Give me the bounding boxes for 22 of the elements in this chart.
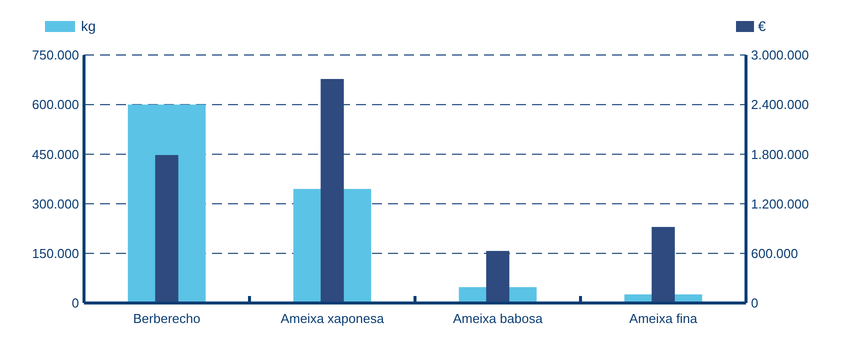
legend-label: € [758, 18, 766, 34]
y-tick-label: 600.000 [32, 97, 79, 112]
bar [155, 155, 178, 303]
bar [652, 226, 675, 303]
y2-tick-label: 3.000.000 [751, 48, 809, 63]
y-tick-label: 0 [72, 296, 79, 311]
x-tick-label: Ameixa fina [629, 311, 698, 326]
y-tick-label: 150.000 [32, 246, 79, 261]
y2-tick-label: 2.400.000 [751, 97, 809, 112]
bar [486, 250, 510, 303]
x-tick-label: Ameixa babosa [452, 311, 544, 326]
y2-tick-label: 600.000 [751, 246, 798, 261]
y2-tick-label: 0 [751, 296, 758, 311]
y-tick-label: 450.000 [32, 146, 79, 162]
y-tick-label: 750.000 [32, 48, 79, 63]
x-tick-label: Berberecho [133, 311, 200, 326]
y2-tick-label: 1.800.000 [751, 146, 809, 162]
y2-tick-label: 1.200.000 [751, 196, 809, 212]
legend-label: kg [81, 18, 96, 34]
y-tick-label: 300.000 [32, 196, 79, 212]
bar [320, 78, 344, 303]
x-tick-label: Ameixa xaponesa [280, 311, 385, 326]
